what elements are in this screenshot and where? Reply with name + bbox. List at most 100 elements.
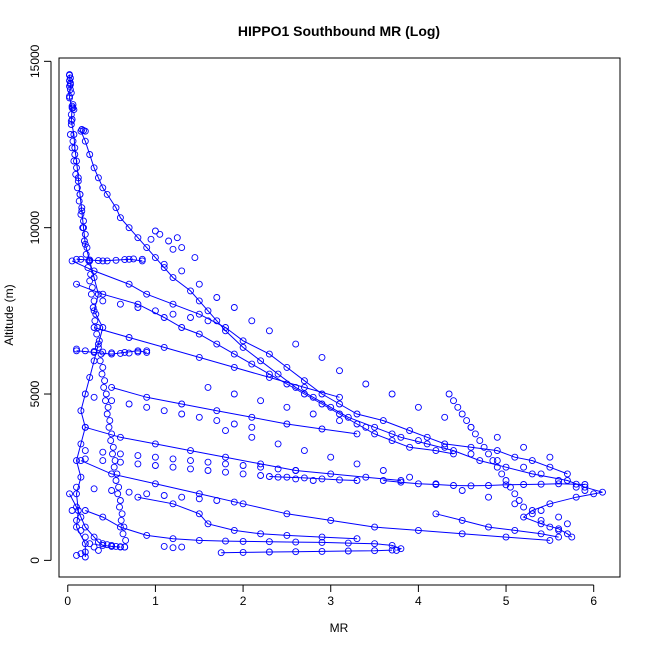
data-point [195, 536, 203, 544]
data-point [109, 443, 117, 451]
data-point [239, 337, 247, 345]
series-line [221, 549, 393, 554]
data-point [318, 353, 326, 361]
data-point [120, 523, 128, 531]
data-point [73, 255, 80, 263]
data-point [546, 463, 554, 471]
series-line [85, 426, 401, 481]
series-line [76, 258, 143, 262]
data-point [108, 541, 116, 549]
data-point [73, 345, 80, 353]
data-point [118, 510, 126, 518]
data-point [77, 513, 85, 521]
data-point [116, 214, 124, 222]
data-point [112, 477, 120, 484]
data-point [103, 410, 111, 418]
data-point [353, 535, 361, 543]
data-point [283, 510, 291, 518]
data-point [414, 480, 422, 488]
data-point [563, 520, 571, 528]
data-point [82, 250, 90, 258]
data-point [73, 503, 80, 511]
data-point [283, 380, 291, 388]
data-point [537, 530, 545, 538]
data-point [143, 531, 151, 539]
data-point [151, 254, 159, 262]
data-point [283, 420, 291, 428]
data-point [112, 204, 120, 212]
data-point [406, 427, 414, 435]
data-point [432, 480, 440, 488]
data-point [116, 450, 124, 458]
data-point [94, 343, 102, 351]
data-point [102, 397, 109, 405]
data-point [107, 437, 115, 445]
data-point [92, 310, 100, 318]
data-point [81, 533, 89, 541]
data-point [283, 531, 291, 539]
data-point [546, 523, 554, 531]
data-point [423, 433, 431, 441]
data-point [80, 217, 87, 225]
data-point [151, 440, 159, 448]
data-point [463, 417, 471, 425]
data-point [318, 538, 326, 546]
data-point [169, 245, 177, 253]
data-point [265, 548, 273, 556]
data-point [116, 503, 123, 511]
data-point [493, 457, 501, 465]
data-point [83, 244, 91, 252]
data-point [476, 437, 484, 445]
data-point [77, 457, 85, 465]
data-point [292, 340, 300, 348]
data-point [520, 503, 528, 511]
data-point [112, 256, 120, 264]
series-line [137, 496, 358, 540]
data-point [110, 463, 118, 471]
data-point [511, 526, 519, 534]
data-point [143, 403, 151, 411]
data-point [537, 480, 545, 488]
data-point [66, 92, 73, 100]
data-point [441, 443, 449, 451]
data-point [94, 174, 102, 182]
data-point [450, 397, 457, 405]
data-point [187, 287, 194, 295]
data-point [195, 310, 203, 318]
data-point [101, 377, 109, 385]
data-point [458, 530, 466, 538]
data-point [91, 317, 99, 325]
data-point [143, 490, 151, 498]
data-point [84, 264, 92, 272]
data-point [572, 480, 580, 488]
data-point [86, 373, 94, 381]
data-point [125, 280, 133, 288]
data-point [134, 300, 142, 308]
data-point [81, 523, 89, 531]
data-point [511, 490, 519, 498]
data-point [248, 423, 256, 431]
data-layer [66, 71, 606, 561]
data-point [362, 380, 370, 388]
data-point [265, 327, 273, 335]
series-line [93, 327, 340, 398]
data-point [265, 373, 273, 381]
data-point [230, 498, 238, 506]
data-point [134, 452, 142, 460]
data-point [160, 343, 168, 351]
data-point [397, 433, 405, 441]
data-point [257, 397, 265, 405]
data-point [74, 177, 82, 185]
data-point [292, 475, 300, 483]
data-point [274, 440, 282, 448]
series-line [85, 510, 403, 551]
data-point [546, 536, 554, 544]
data-point [116, 543, 124, 551]
data-point [248, 317, 256, 325]
y-tick-label: 0 [28, 557, 42, 564]
data-point [90, 307, 98, 315]
data-point [222, 468, 229, 476]
data-point [353, 410, 361, 418]
data-point [572, 493, 580, 501]
data-point [108, 397, 116, 405]
